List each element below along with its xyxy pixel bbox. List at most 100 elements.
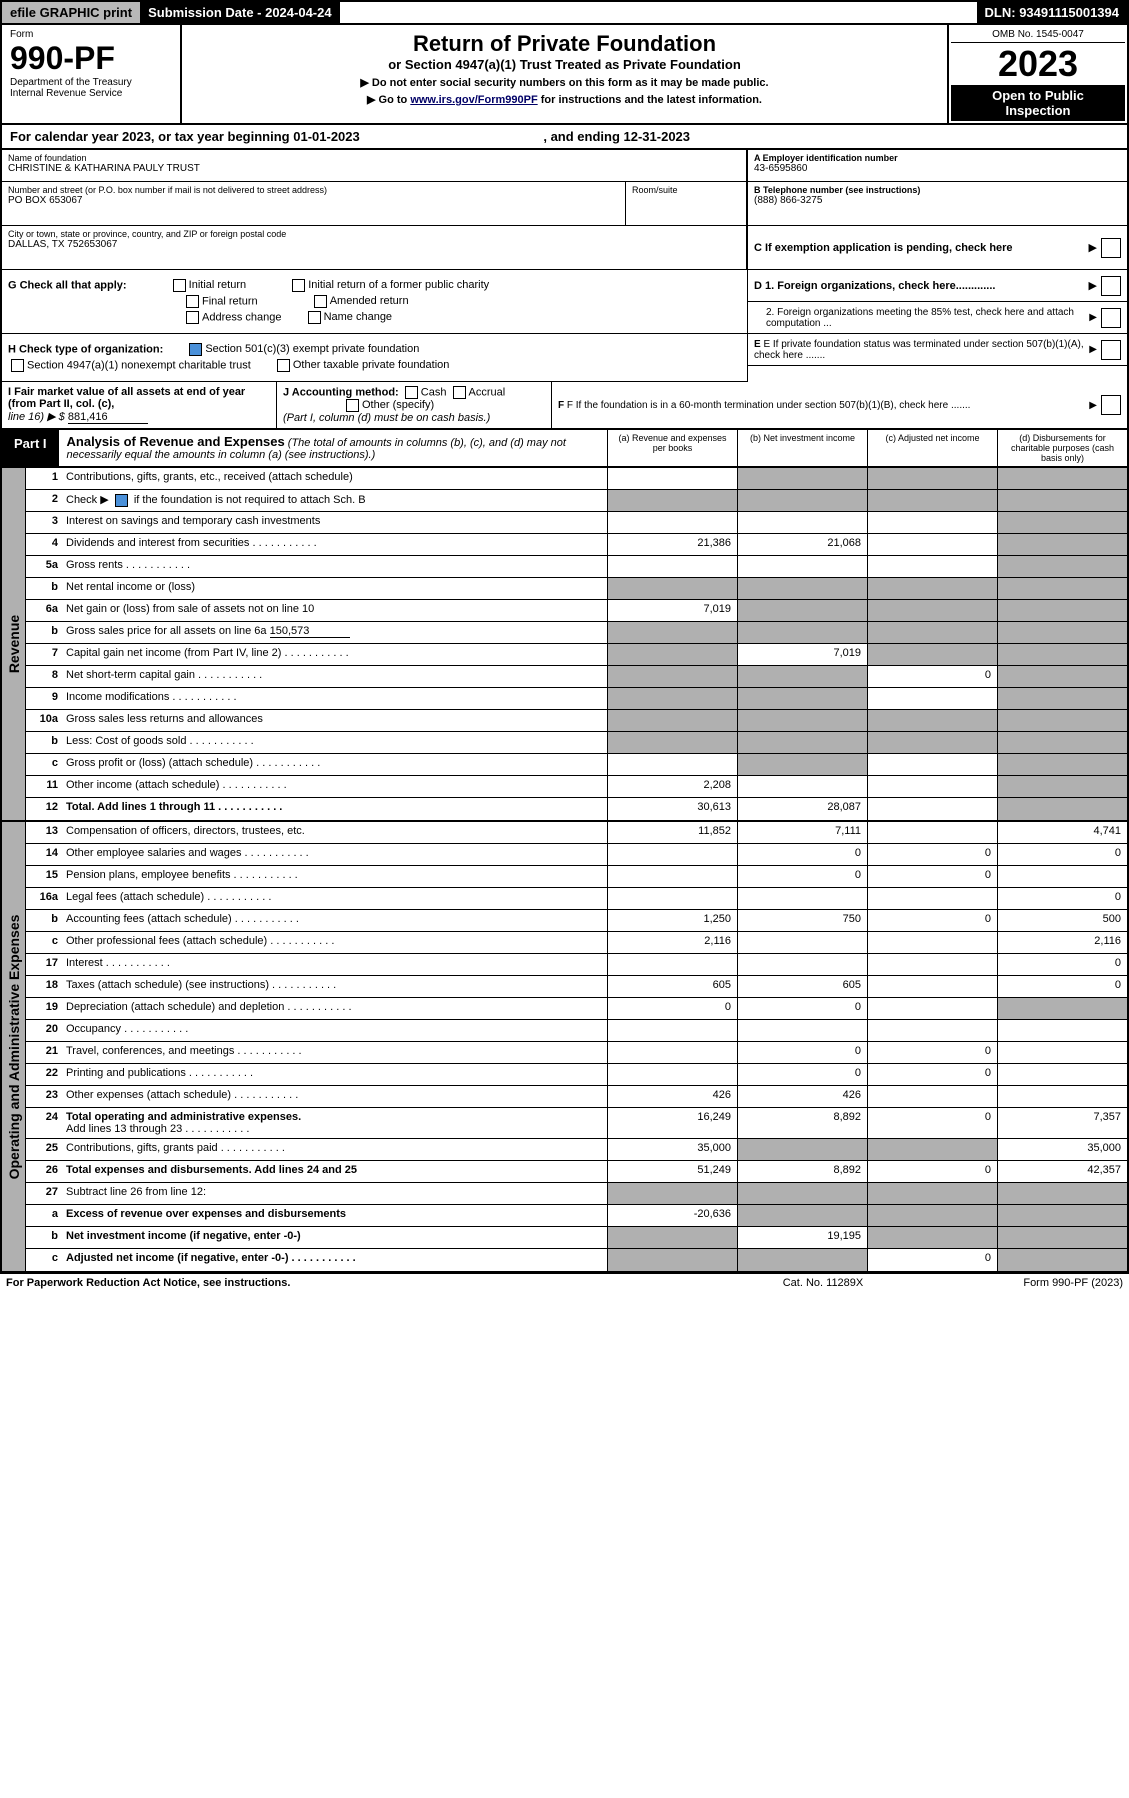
cb-final-return[interactable] [186,295,199,308]
section-f: F F If the foundation is in a 60-month t… [552,382,1127,428]
instructions-link[interactable]: www.irs.gov/Form990PF [410,94,537,106]
row-7: 7Capital gain net income (from Part IV, … [26,644,1127,666]
paperwork-notice: For Paperwork Reduction Act Notice, see … [6,1277,723,1289]
cb-foreign-org[interactable] [1101,276,1121,296]
col-b-header: (b) Net investment income [737,430,867,466]
submission-date: Submission Date - 2024-04-24 [140,2,340,23]
address: PO BOX 653067 [8,195,619,206]
form-version: Form 990-PF (2023) [923,1277,1123,1289]
row-19: 19Depreciation (attach schedule) and dep… [26,998,1127,1020]
section-h: H Check type of organization: Section 50… [2,334,747,382]
cb-initial-former[interactable] [292,279,305,292]
form-subtitle: or Section 4947(a)(1) Trust Treated as P… [188,57,941,72]
row-10b: bLess: Cost of goods sold [26,732,1127,754]
row-23: 23Other expenses (attach schedule)426426 [26,1086,1127,1108]
row-25: 25Contributions, gifts, grants paid35,00… [26,1139,1127,1161]
cb-4947[interactable] [11,359,24,372]
row-4: 4Dividends and interest from securities2… [26,534,1127,556]
revenue-side-label: Revenue [2,468,26,820]
row-12: 12Total. Add lines 1 through 1130,61328,… [26,798,1127,820]
dept-irs: Internal Revenue Service [10,88,172,99]
section-d2: 2. Foreign organizations meeting the 85%… [748,302,1127,334]
lower-info: I Fair market value of all assets at end… [0,382,1129,429]
address-row: Number and street (or P.O. box number if… [2,182,625,226]
row-10a: 10aGross sales less returns and allowanc… [26,710,1127,732]
row-10c: cGross profit or (loss) (attach schedule… [26,754,1127,776]
cb-exemption-pending[interactable] [1101,238,1121,258]
city-row: City or town, state or province, country… [2,226,746,270]
year-begin: 01-01-2023 [293,129,360,144]
row-27a: aExcess of revenue over expenses and dis… [26,1205,1127,1227]
row-5b: bNet rental income or (loss) [26,578,1127,600]
tax-year: 2023 [951,43,1125,85]
row-9: 9Income modifications [26,688,1127,710]
section-g: G Check all that apply: Initial return I… [2,270,747,334]
cb-initial-return[interactable] [173,279,186,292]
cb-amended-return[interactable] [314,295,327,308]
efile-label[interactable]: efile GRAPHIC print [2,2,140,23]
cb-other-method[interactable] [346,399,359,412]
calendar-year-row: For calendar year 2023, or tax year begi… [0,125,1129,150]
part-1-title: Analysis of Revenue and Expenses (The to… [59,430,607,466]
room-suite: Room/suite [626,182,746,226]
phone: (888) 866-3275 [754,195,1121,206]
city-state-zip: DALLAS, TX 752653067 [8,239,740,250]
part-1-header: Part I Analysis of Revenue and Expenses … [0,429,1129,468]
cb-501c3[interactable] [189,343,202,356]
col-a-header: (a) Revenue and expenses per books [607,430,737,466]
fmv-value: 881,416 [68,411,148,424]
row-14: 14Other employee salaries and wages000 [26,844,1127,866]
row-11: 11Other income (attach schedule)2,208 [26,776,1127,798]
cb-cash[interactable] [405,386,418,399]
col-d-header: (d) Disbursements for charitable purpose… [997,430,1127,466]
cb-85-percent[interactable] [1101,308,1121,328]
dept-treasury: Department of the Treasury [10,77,172,88]
cb-address-change[interactable] [186,311,199,324]
row-16c: cOther professional fees (attach schedul… [26,932,1127,954]
cb-name-change[interactable] [308,311,321,324]
phone-row: B Telephone number (see instructions) (8… [748,182,1127,226]
form-note-2: ▶ Go to www.irs.gov/Form990PF for instru… [188,93,941,106]
row-16a: 16aLegal fees (attach schedule)0 [26,888,1127,910]
cb-accrual[interactable] [453,386,466,399]
row-1: 1Contributions, gifts, grants, etc., rec… [26,468,1127,490]
ein: 43-6595860 [754,163,1121,174]
row-15: 15Pension plans, employee benefits00 [26,866,1127,888]
row-27b: bNet investment income (if negative, ent… [26,1227,1127,1249]
section-d1: D 1. Foreign organizations, check here..… [748,270,1127,302]
col-c-header: (c) Adjusted net income [867,430,997,466]
form-header: Form 990-PF Department of the Treasury I… [0,25,1129,125]
header-right: OMB No. 1545-0047 2023 Open to Public In… [947,25,1127,123]
cb-other-taxable[interactable] [277,359,290,372]
column-headers: (a) Revenue and expenses per books (b) N… [607,430,1127,466]
omb-number: OMB No. 1545-0047 [951,27,1125,43]
row-20: 20Occupancy [26,1020,1127,1042]
header-center: Return of Private Foundation or Section … [182,25,947,123]
inspection-badge: Open to Public Inspection [951,85,1125,121]
cb-status-terminated[interactable] [1101,340,1121,360]
page-footer: For Paperwork Reduction Act Notice, see … [0,1273,1129,1292]
section-j: J Accounting method: Cash Accrual Other … [277,382,552,428]
foundation-name: CHRISTINE & KATHARINA PAULY TRUST [8,163,740,174]
row-21: 21Travel, conferences, and meetings00 [26,1042,1127,1064]
cat-number: Cat. No. 11289X [723,1277,923,1289]
ein-row: A Employer identification number 43-6595… [748,150,1127,182]
form-label: Form [10,29,172,40]
info-section: Name of foundation CHRISTINE & KATHARINA… [0,150,1129,382]
foundation-name-row: Name of foundation CHRISTINE & KATHARINA… [2,150,746,182]
row-2: 2Check ▶ if the foundation is not requir… [26,490,1127,512]
expenses-side-label: Operating and Administrative Expenses [2,822,26,1271]
row-26: 26Total expenses and disbursements. Add … [26,1161,1127,1183]
row-24: 24Total operating and administrative exp… [26,1108,1127,1139]
section-i: I Fair market value of all assets at end… [2,382,277,428]
part-1-label: Part I [2,430,59,466]
cb-60-month[interactable] [1101,395,1121,415]
cb-sch-b[interactable] [115,494,128,507]
dln: DLN: 93491115001394 [977,2,1127,23]
form-number: 990-PF [10,40,172,77]
form-title: Return of Private Foundation [188,31,941,57]
row-3: 3Interest on savings and temporary cash … [26,512,1127,534]
row-6b: bGross sales price for all assets on lin… [26,622,1127,644]
row-27: 27Subtract line 26 from line 12: [26,1183,1127,1205]
row-5a: 5aGross rents [26,556,1127,578]
